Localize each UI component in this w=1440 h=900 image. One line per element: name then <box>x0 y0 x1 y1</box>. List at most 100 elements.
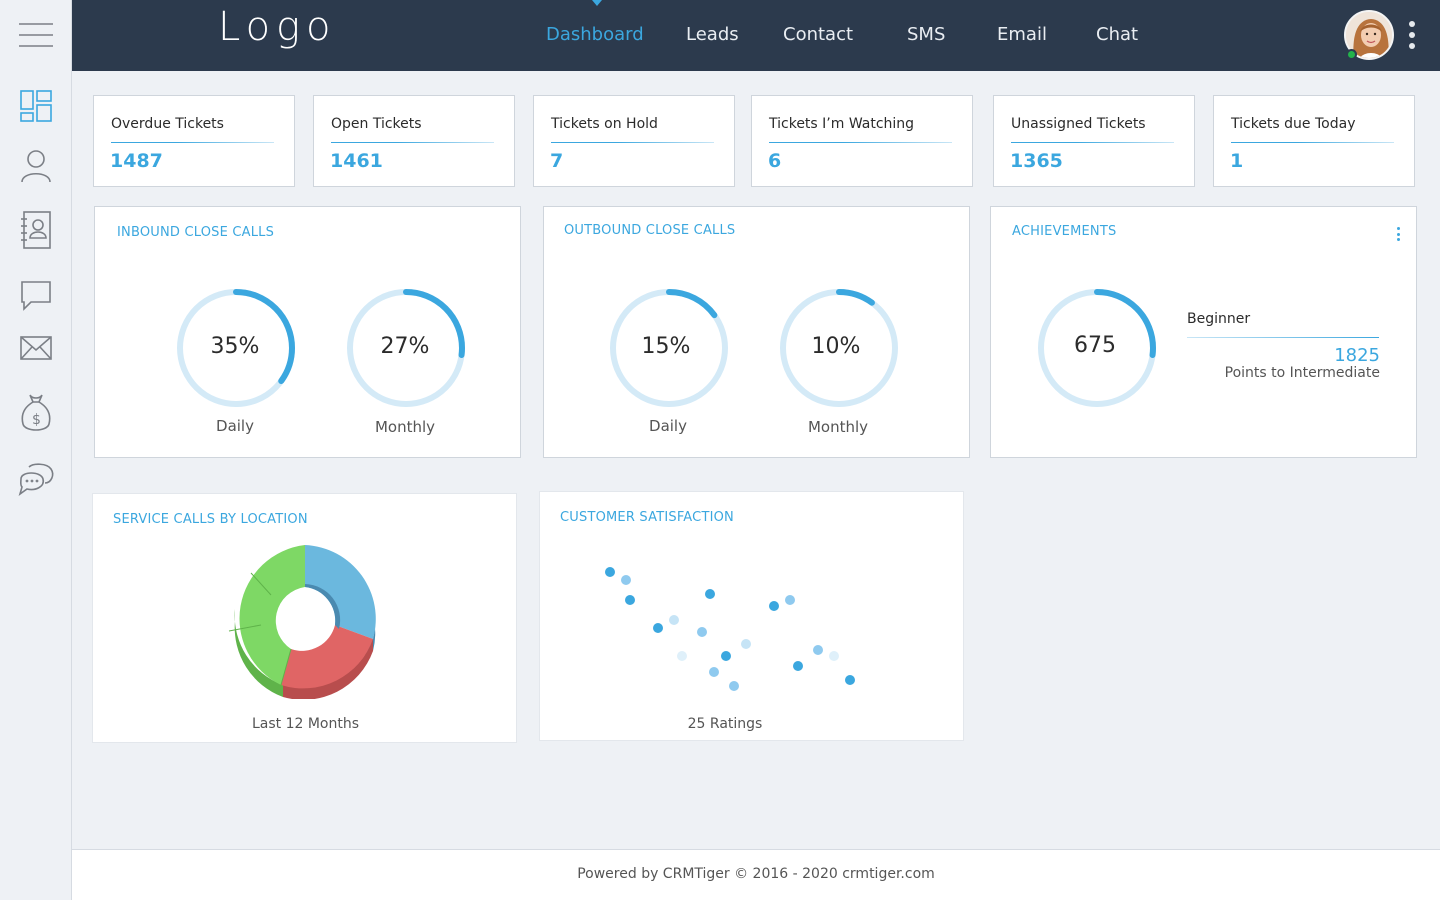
scatter-point <box>625 595 635 605</box>
scatter-point <box>605 567 615 577</box>
pie-slice-red-depth <box>283 639 373 699</box>
nav-chat[interactable]: Chat <box>1096 24 1139 45</box>
ticket-card-open[interactable]: Open Tickets 1461 <box>313 95 515 187</box>
scatter-point <box>653 623 663 633</box>
svg-text:$: $ <box>32 412 41 428</box>
scatter-point <box>793 661 803 671</box>
pie-slice-red <box>281 625 373 689</box>
inbound-daily-value: 35% <box>210 334 260 359</box>
chat-bubble-icon[interactable] <box>16 276 56 316</box>
divider <box>331 142 494 143</box>
outbound-monthly-caption: Monthly <box>807 418 869 436</box>
ticket-count: 1 <box>1230 150 1244 172</box>
ticket-count: 7 <box>550 150 564 172</box>
ticket-card-on-hold[interactable]: Tickets on Hold 7 <box>533 95 735 187</box>
contacts-book-icon[interactable] <box>16 210 56 250</box>
ticket-label: Unassigned Tickets <box>1011 116 1146 132</box>
ticket-count: 1461 <box>330 150 383 172</box>
points-value: 1825 <box>1334 345 1380 366</box>
footer-text: Powered by CRMTiger © 2016 - 2020 crmtig… <box>577 866 935 882</box>
nav-dashboard[interactable]: Dashboard <box>546 24 644 45</box>
inbound-daily-caption: Daily <box>216 417 254 435</box>
outbound-daily-ring <box>610 289 728 407</box>
pie-slice-blue <box>305 545 376 639</box>
ticket-card-overdue[interactable]: Overdue Tickets 1487 <box>93 95 295 187</box>
outbound-close-calls-panel: OUTBOUND CLOSE CALLS 15% Daily 10% Month… <box>543 206 970 458</box>
progress-arc <box>780 289 898 407</box>
divider <box>551 142 714 143</box>
nav-email[interactable]: Email <box>997 24 1047 45</box>
more-options-icon[interactable] <box>1404 21 1420 49</box>
nav-leads[interactable]: Leads <box>686 24 739 45</box>
inbound-close-calls-panel: INBOUND CLOSE CALLS 35% Daily 27% Monthl… <box>94 206 521 458</box>
scatter-point <box>709 667 719 677</box>
progress-arc <box>177 289 295 407</box>
logo[interactable]: Logo <box>218 4 337 50</box>
progress-arc <box>347 289 465 407</box>
service-calls-panel: SERVICE CALLS BY LOCATION Last 12 Months <box>92 493 517 743</box>
achievements-ring <box>1038 289 1156 407</box>
outbound-daily-value: 15% <box>641 334 691 359</box>
scatter-point <box>669 615 679 625</box>
customer-satisfaction-panel: CUSTOMER SATISFACTION 25 Ratings <box>539 491 964 741</box>
scatter-point <box>677 651 687 661</box>
chart-caption: 25 Ratings <box>687 716 763 732</box>
pie-slice-green-depth <box>234 609 283 697</box>
scatter-point <box>721 651 731 661</box>
progress-arc <box>1038 289 1156 407</box>
inbound-monthly-value: 27% <box>380 334 430 359</box>
scatter-point <box>829 651 839 661</box>
ticket-label: Open Tickets <box>331 116 422 132</box>
divider <box>1011 142 1174 143</box>
divider <box>1231 142 1394 143</box>
achievement-level: Beginner <box>1187 311 1251 327</box>
menu-icon[interactable] <box>16 15 56 55</box>
scatter-point <box>845 675 855 685</box>
ticket-label: Overdue Tickets <box>111 116 224 132</box>
progress-arc <box>610 289 728 407</box>
sidebar: $ <box>0 0 72 900</box>
ticket-card-due-today[interactable]: Tickets due Today 1 <box>1213 95 1415 187</box>
divider <box>1187 337 1379 338</box>
inbound-monthly-ring <box>347 289 465 407</box>
service-calls-donut-chart <box>228 545 376 699</box>
scatter-point <box>741 639 751 649</box>
online-status-dot <box>1346 49 1357 60</box>
mail-icon[interactable] <box>16 328 56 368</box>
satisfaction-scatter-chart <box>605 567 855 691</box>
scatter-point <box>785 595 795 605</box>
scatter-point <box>697 627 707 637</box>
panel-options-icon[interactable] <box>1395 227 1401 241</box>
ticket-card-watching[interactable]: Tickets I’m Watching 6 <box>751 95 973 187</box>
ticket-label: Tickets I’m Watching <box>769 116 915 132</box>
ticket-count: 1365 <box>1010 150 1063 172</box>
avatar[interactable] <box>1344 10 1394 60</box>
nav-sms[interactable]: SMS <box>907 24 946 45</box>
panel-title: OUTBOUND CLOSE CALLS <box>564 223 736 238</box>
panel-title: INBOUND CLOSE CALLS <box>117 225 275 240</box>
outbound-monthly-value: 10% <box>811 334 861 359</box>
money-bag-icon[interactable]: $ <box>16 393 56 433</box>
panel-title: SERVICE CALLS BY LOCATION <box>113 512 308 527</box>
panel-title: CUSTOMER SATISFACTION <box>560 510 734 525</box>
pie-inner-shadow <box>305 584 341 629</box>
scatter-point <box>705 589 715 599</box>
nav-contact[interactable]: Contact <box>783 24 854 45</box>
user-icon[interactable] <box>16 146 56 186</box>
dashboard-icon[interactable] <box>16 86 56 126</box>
conversation-icon[interactable] <box>16 460 56 500</box>
outbound-monthly-ring <box>780 289 898 407</box>
scatter-point <box>769 601 779 611</box>
ticket-count: 1487 <box>110 150 163 172</box>
panel-title: ACHIEVEMENTS <box>1012 224 1117 239</box>
ticket-label: Tickets due Today <box>1231 116 1356 132</box>
inbound-monthly-caption: Monthly <box>374 418 436 436</box>
footer: Powered by CRMTiger © 2016 - 2020 crmtig… <box>72 849 1440 900</box>
active-nav-caret-icon <box>592 0 602 6</box>
ticket-card-unassigned[interactable]: Unassigned Tickets 1365 <box>993 95 1195 187</box>
ticket-label: Tickets on Hold <box>551 116 658 132</box>
points-label: Points to Intermediate <box>1224 365 1380 381</box>
scatter-point <box>729 681 739 691</box>
outbound-daily-caption: Daily <box>649 417 687 435</box>
divider <box>769 142 952 143</box>
